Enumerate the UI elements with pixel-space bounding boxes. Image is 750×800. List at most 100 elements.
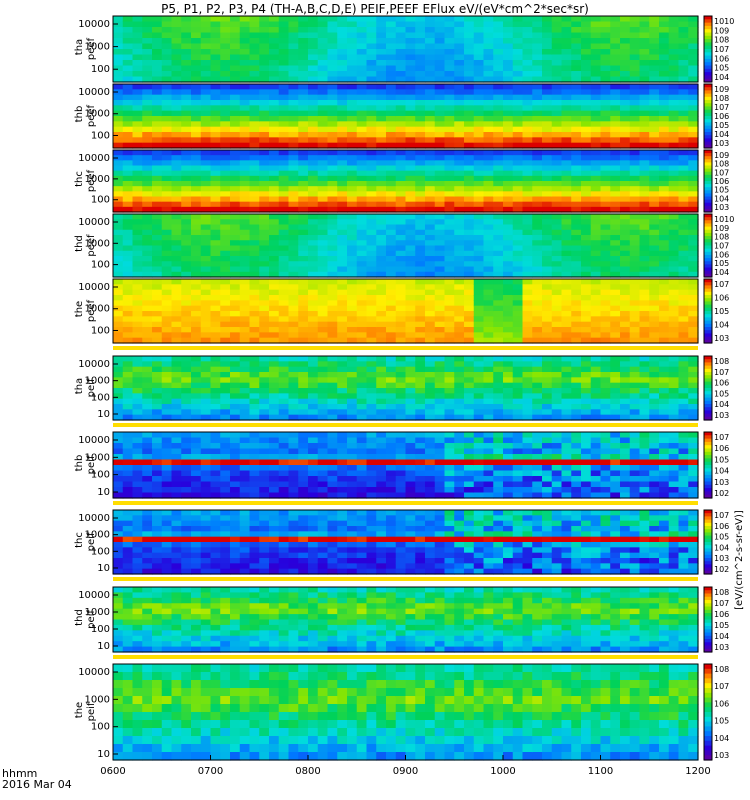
heatmap-cell — [152, 398, 163, 405]
heatmap-cell — [405, 398, 416, 405]
heatmap-cell — [191, 459, 202, 466]
heatmap-cell — [551, 175, 563, 182]
heatmap-cell — [503, 170, 514, 177]
heatmap-cell — [464, 432, 475, 439]
heatmap-cell — [191, 89, 202, 96]
heatmap-cell — [210, 170, 221, 177]
heatmap-cell — [503, 377, 514, 384]
heatmap-cell — [454, 160, 465, 167]
heatmap-cell — [191, 492, 202, 499]
heatmap-cell — [581, 121, 592, 128]
heatmap-cell — [512, 126, 524, 133]
heatmap-cell — [122, 409, 134, 416]
heatmap-cell — [230, 132, 241, 138]
heatmap-cell — [259, 94, 270, 101]
heatmap-cell — [415, 470, 426, 477]
heatmap-cell — [317, 137, 329, 144]
heatmap-cell — [483, 105, 494, 112]
heatmap-cell — [561, 327, 572, 333]
heatmap-cell — [239, 224, 251, 231]
heatmap-cell — [317, 481, 329, 488]
heatmap-cell — [483, 170, 494, 177]
heatmap-cell — [356, 289, 368, 296]
heatmap-cell — [688, 214, 699, 220]
heatmap-cell — [395, 284, 407, 291]
heatmap-cell — [522, 201, 533, 208]
heatmap-cell — [152, 295, 163, 301]
heatmap-cell — [532, 165, 543, 172]
heatmap-cell — [571, 305, 582, 312]
heatmap-cell — [308, 382, 319, 389]
heatmap-cell — [522, 279, 533, 285]
colorbar-segment — [704, 400, 712, 405]
heatmap-cell — [425, 393, 436, 400]
heatmap-cell — [298, 437, 309, 444]
heatmap-cell — [571, 100, 582, 106]
heatmap-cell — [171, 279, 182, 285]
heatmap-cell — [434, 137, 446, 144]
heatmap-cell — [269, 316, 280, 323]
heatmap-cell — [132, 279, 143, 285]
heatmap-cell — [659, 38, 670, 45]
heatmap-cell — [659, 305, 670, 312]
heatmap-cell — [395, 229, 407, 236]
heatmap-cell — [629, 84, 641, 90]
heatmap-cell — [181, 214, 192, 220]
heatmap-cell — [581, 240, 592, 247]
heatmap-cell — [542, 224, 553, 231]
heatmap-cell — [210, 443, 221, 450]
heatmap-cell — [220, 279, 231, 285]
heatmap-cell — [620, 361, 631, 368]
heatmap-cell — [610, 150, 621, 156]
heatmap-cell — [483, 175, 494, 182]
heatmap-cell — [649, 224, 660, 231]
heatmap-cell — [220, 321, 231, 328]
heatmap-cell — [542, 155, 553, 161]
heatmap-cell — [239, 155, 251, 161]
heatmap-cell — [620, 261, 631, 268]
colorbar-segment — [704, 93, 712, 98]
heatmap-cell — [532, 196, 543, 203]
heatmap-cell — [161, 289, 173, 296]
heatmap-cell — [581, 289, 592, 296]
heatmap-cell — [239, 206, 251, 213]
heatmap-cell — [337, 38, 348, 45]
heatmap-cell — [561, 160, 572, 167]
heatmap-cell — [161, 32, 173, 39]
heatmap-cell — [581, 196, 592, 203]
heatmap-cell — [142, 76, 153, 83]
heatmap-cell — [356, 84, 368, 90]
heatmap-cell — [405, 332, 416, 339]
heatmap-cell — [454, 137, 465, 144]
heatmap-cell — [551, 404, 563, 410]
heatmap-cell — [113, 84, 124, 90]
heatmap-cell — [191, 256, 202, 262]
heatmap-cell — [152, 27, 163, 34]
colorbar-segment — [704, 35, 712, 40]
heatmap-cell — [454, 155, 465, 161]
heatmap-cell — [200, 250, 212, 257]
heatmap-cell — [464, 201, 475, 208]
heatmap-cell — [161, 150, 173, 156]
heatmap-cell — [425, 181, 436, 187]
heatmap-cell — [191, 261, 202, 268]
heatmap-cell — [210, 89, 221, 96]
heatmap-cell — [678, 398, 689, 405]
heatmap-cell — [210, 38, 221, 45]
heatmap-cell — [454, 21, 465, 28]
heatmap-cell — [395, 404, 407, 410]
heatmap-cell — [200, 224, 212, 231]
heatmap-cell — [210, 100, 221, 106]
heatmap-cell — [600, 150, 611, 156]
heatmap-cell — [581, 361, 592, 368]
heatmap-cell — [249, 332, 260, 339]
heatmap-cell — [561, 105, 572, 112]
heatmap-cell — [581, 295, 592, 301]
heatmap-cell — [200, 84, 212, 90]
heatmap-cell — [620, 366, 631, 373]
heatmap-cell — [376, 165, 387, 172]
heatmap-cell — [259, 295, 270, 301]
heatmap-cell — [590, 32, 602, 39]
heatmap-cell — [171, 271, 182, 278]
y-tick-label: 10000 — [78, 282, 110, 293]
